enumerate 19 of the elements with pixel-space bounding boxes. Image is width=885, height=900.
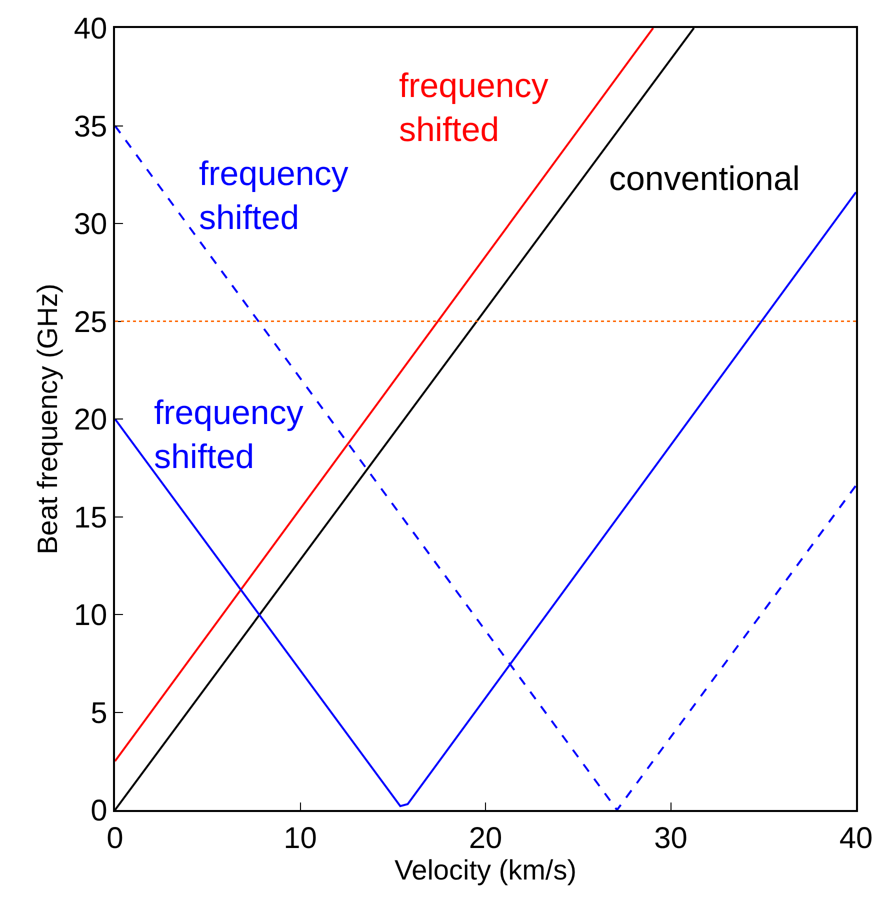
y-axis-title: Beat frequency (GHz) (32, 284, 64, 554)
series-label: conventional (609, 160, 800, 198)
y-tick-label: 10 (74, 599, 108, 632)
x-tick-label: 40 (839, 822, 873, 855)
y-tick-label: 0 (90, 794, 108, 828)
y-tick-label: 20 (74, 404, 108, 436)
series-label: frequency shifted (199, 155, 348, 238)
y-tick-label: 15 (74, 501, 108, 534)
y-tick-label: 40 (74, 12, 108, 46)
y-tick-label: 35 (74, 110, 108, 144)
y-tick-label: 30 (74, 208, 108, 241)
x-tick-label: 10 (284, 822, 317, 855)
x-tick-label: 30 (654, 822, 688, 855)
x-tick-label: 20 (468, 822, 502, 855)
series-label: frequency shifted (154, 394, 304, 476)
y-tick-label: 5 (90, 696, 108, 730)
series-label: frequency shifted (399, 67, 548, 150)
x-axis-title: Velocity (km/s) (394, 854, 577, 886)
y-tick-label: 25 (74, 306, 108, 339)
